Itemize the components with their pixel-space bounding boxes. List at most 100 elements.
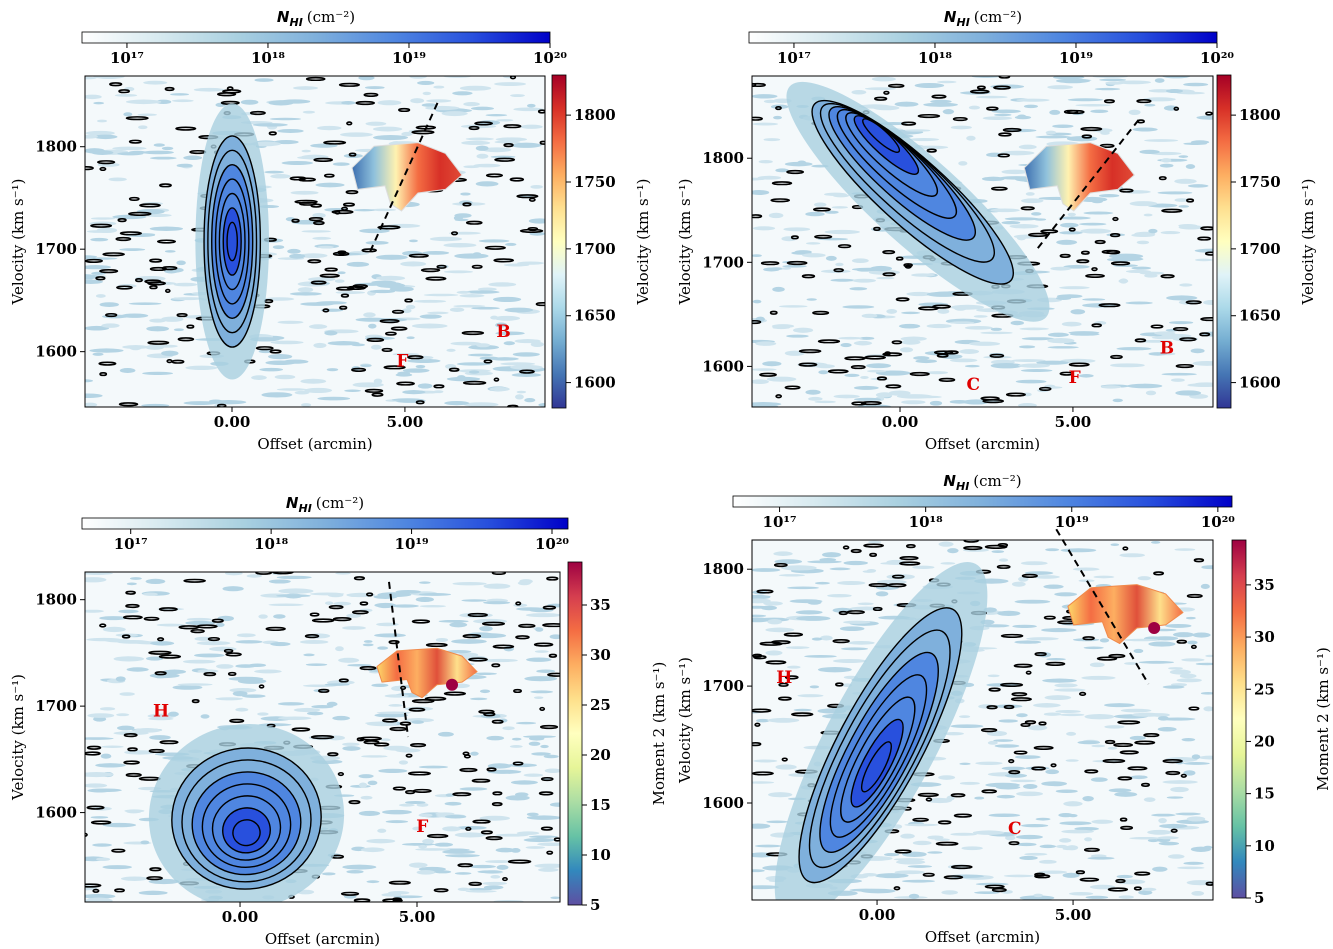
noise: [415, 364, 426, 369]
noise-contour: [105, 312, 118, 318]
noise: [796, 615, 831, 621]
noise: [763, 601, 783, 606]
noise: [953, 305, 968, 311]
noise: [246, 574, 263, 578]
noise: [1124, 662, 1139, 665]
noise-contour: [850, 548, 862, 554]
noise-contour: [492, 644, 515, 649]
noise: [483, 601, 511, 605]
noise: [194, 653, 225, 658]
noise-contour: [1119, 750, 1139, 755]
noise: [941, 890, 958, 895]
noise: [276, 594, 311, 598]
noise: [510, 780, 538, 785]
noise: [1129, 201, 1158, 207]
noise: [753, 759, 778, 763]
noise: [966, 135, 976, 141]
noise-contour: [396, 381, 415, 386]
noise-contour: [1083, 847, 1100, 852]
noise: [1014, 755, 1041, 759]
noise-contour: [817, 339, 841, 344]
noise: [1055, 709, 1081, 714]
noise: [437, 731, 454, 737]
noise: [463, 165, 480, 169]
noise: [1157, 191, 1193, 195]
noise: [1183, 762, 1210, 765]
noise-contour: [1153, 571, 1165, 576]
noise-contour: [1110, 354, 1123, 360]
noise: [1020, 369, 1053, 373]
noise: [1090, 109, 1109, 113]
noise-contour: [1113, 742, 1134, 748]
noise: [358, 810, 381, 816]
noise: [1176, 678, 1202, 683]
noise: [269, 117, 302, 121]
noise: [215, 697, 243, 701]
noise-contour: [304, 634, 320, 639]
noise: [114, 93, 138, 97]
noise: [752, 823, 771, 829]
noise: [866, 363, 892, 369]
noise: [1098, 194, 1120, 198]
noise: [990, 327, 1003, 331]
noise-contour: [148, 650, 172, 655]
noise-contour: [998, 132, 1012, 137]
noise-contour: [493, 258, 515, 263]
noise: [515, 721, 537, 725]
noise: [818, 370, 829, 375]
noise-contour: [864, 355, 886, 360]
noise: [528, 218, 545, 224]
noise-contour: [937, 820, 952, 825]
noise: [193, 87, 225, 92]
noise: [346, 870, 364, 874]
noise: [752, 299, 762, 304]
noise: [1003, 874, 1034, 878]
noise: [752, 379, 769, 385]
noise: [90, 237, 109, 242]
noise-contour: [984, 544, 1008, 549]
noise-contour: [1031, 766, 1046, 771]
noise: [467, 353, 494, 357]
noise: [1091, 744, 1106, 748]
noise-contour: [166, 359, 173, 364]
noise: [449, 622, 468, 628]
noise: [884, 853, 900, 857]
noise: [1105, 81, 1124, 85]
noise: [1183, 770, 1196, 776]
y-tick-label: 1600: [702, 357, 744, 375]
x-axis-label: Offset (arcmin): [257, 435, 372, 453]
noise-contour: [786, 260, 808, 266]
noise-contour: [769, 310, 778, 315]
noise: [1144, 103, 1156, 107]
colorbar-unit: (cm⁻²): [973, 472, 1021, 490]
noise-contour: [408, 253, 429, 258]
noise: [822, 552, 842, 558]
noise-contour: [953, 813, 973, 818]
noise: [752, 614, 767, 618]
noise: [85, 325, 110, 331]
noise: [1038, 870, 1068, 874]
noise: [1203, 299, 1213, 306]
noise: [1106, 257, 1136, 262]
annotation: F: [1069, 368, 1081, 388]
y-tick-label: 1600: [35, 804, 77, 822]
noise: [1129, 735, 1146, 741]
noise: [324, 330, 338, 336]
noise: [124, 809, 145, 813]
x-axis-label: Offset (arcmin): [925, 435, 1040, 453]
noise: [366, 838, 396, 844]
noise: [301, 403, 312, 407]
noise: [444, 854, 480, 858]
noise: [530, 341, 544, 348]
noise: [509, 745, 523, 748]
noise: [421, 103, 438, 107]
noise: [488, 282, 517, 287]
noise: [408, 842, 420, 846]
noise: [937, 80, 957, 84]
noise-contour: [310, 735, 335, 740]
noise: [438, 619, 469, 623]
noise-contour: [328, 605, 344, 610]
noise-contour: [159, 740, 179, 745]
emission-contour: [860, 741, 892, 793]
noise-contour: [1082, 636, 1095, 641]
